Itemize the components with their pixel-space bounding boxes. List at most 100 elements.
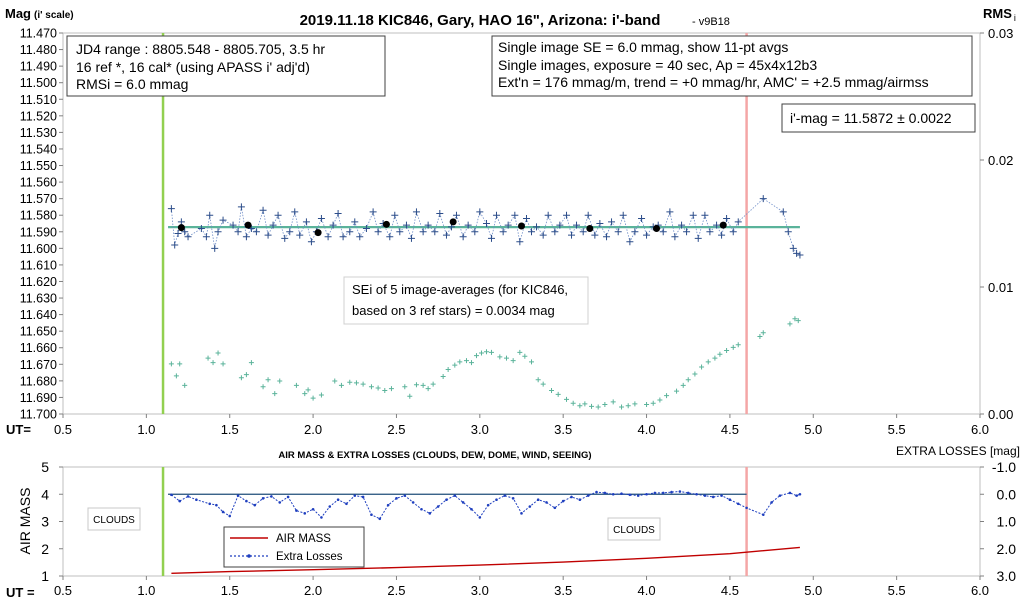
single-image-point [784,228,792,236]
main-chart-version: - v9B18 [692,16,730,28]
single-image-point [274,211,282,219]
rms-point [248,360,254,366]
main-y-tick-label: 11.560 [20,176,57,190]
extra-losses-point [720,494,723,497]
extra-losses-point [378,517,382,521]
main-chart-title: 2019.11.18 KIC846, Gary, HAO 16", Arizon… [300,12,661,29]
rms-point [699,364,705,370]
airmass-x-tick-label: 1.0 [137,583,155,598]
average-point [314,229,322,237]
extra-losses-point [253,503,257,507]
rms-point [468,360,474,366]
single-image-point [302,218,310,226]
single-image-point [796,251,804,259]
rms-point [445,367,451,373]
rms-point [570,400,576,406]
main-x-tick-label: 3.5 [554,422,572,437]
main-y2-axis-label-sub: i [1014,13,1016,23]
main-y-tick-label: 11.690 [20,391,57,405]
rms-point [338,382,344,388]
extra-losses-point [478,516,482,519]
airmass-x-tick-label: 5.0 [804,583,822,598]
airmass-y-tick-label: 1 [41,568,49,584]
airmass-chart: AIR MASS & EXTRA LOSSES (CLOUDS, DEW, DO… [6,444,1020,600]
extra-losses-point [553,506,557,510]
single-image-point [638,215,646,223]
single-image-point [643,231,651,239]
extra-losses-point [520,512,523,515]
airmass-y-axis-label: AIR MASS [17,488,33,555]
airmass-axes: 0.5 1.0 1.5 2.0 2.5 3.0 3.5 4.0 4.5 5.0 5.5 6.0 5 4 3 2… [41,459,1016,598]
rms-point [664,393,670,399]
rms-point [382,388,388,394]
single-image-point [206,211,214,219]
info-right-line-1: Single image SE = 6.0 mmag, show 11-pt a… [498,39,788,55]
single-image-point [464,221,472,229]
extra-losses-point [228,514,232,518]
rms-point [555,391,561,397]
extra-losses-point [215,503,218,507]
main-y-tick-label: 11.590 [20,225,57,239]
rms-point [582,401,588,407]
info-right-line-2: Single images, exposure = 40 sec, Ap = 4… [498,57,817,73]
info-left-line-3: RMSi = 6.0 mmag [76,76,188,92]
extra-losses-point [798,492,802,496]
clouds-label-1: CLOUDS [93,515,135,526]
rms-point [564,396,570,402]
extra-losses-point [221,510,225,514]
airmass-x-tick-label: 0.5 [54,583,72,598]
main-x-tick-label: 1.5 [221,422,239,437]
single-image-point [174,229,182,237]
single-image-point [579,228,587,236]
rms-point [440,374,446,380]
rms-point [540,381,546,387]
extra-losses-point [795,494,798,497]
main-y-tick-label: 11.480 [20,43,57,57]
airmass-legend: AIR MASS Extra Losses [223,526,365,568]
rms-point [787,321,793,327]
single-image-point [759,195,767,203]
main-y-tick-label: 11.490 [20,60,57,74]
single-image-point [242,233,250,241]
clouds-label-2-frame [607,517,661,541]
imag-box-frame [781,103,976,133]
extra-losses-point [270,495,273,498]
extra-losses-point [695,492,698,496]
single-image-point [386,233,394,241]
single-image-point [533,223,541,231]
info-left-line-2: 16 ref *, 16 cal* (using APASS i' adj'd) [76,59,310,75]
airmass-x-tick-label: 4.0 [638,583,656,598]
single-image-point [544,211,552,219]
rms-point [657,397,663,403]
rms-point [318,392,324,398]
airmass-plot-area [62,466,981,577]
single-image-point [296,231,304,239]
rms-point [730,344,736,350]
single-image-point [694,234,702,242]
legend-label-airmass: AIR MASS [276,533,331,545]
main-y-tick-label: 11.470 [20,27,57,41]
single-image-point [219,216,227,224]
main-y-tick-label: 11.660 [20,341,57,355]
extra-losses-point [236,494,240,497]
extra-losses-point [353,494,357,497]
rms-point [260,384,266,390]
airmass-x-tick-label: 3.0 [471,583,489,598]
sei-line-1: SEi of 5 image-averages (for KIC846, [352,282,568,297]
single-image-point [528,228,536,236]
main-y2-tick-label: 0.02 [988,153,1013,168]
single-image-point [317,215,325,223]
single-image-point [516,238,524,246]
single-image-point [324,233,332,241]
main-y-tick-label: 11.680 [20,374,57,388]
single-image-point [779,208,787,216]
rms-point [457,359,463,365]
airmass-x-tick-label: 3.5 [554,583,572,598]
rms-point [277,378,283,384]
single-image-point [264,231,272,239]
extra-losses-point [661,491,665,495]
main-y-axis-label-text: Mag [5,6,31,21]
main-y-tick-label: 11.510 [20,93,57,107]
extra-losses-point [778,494,782,497]
extra-losses-point [645,492,648,496]
